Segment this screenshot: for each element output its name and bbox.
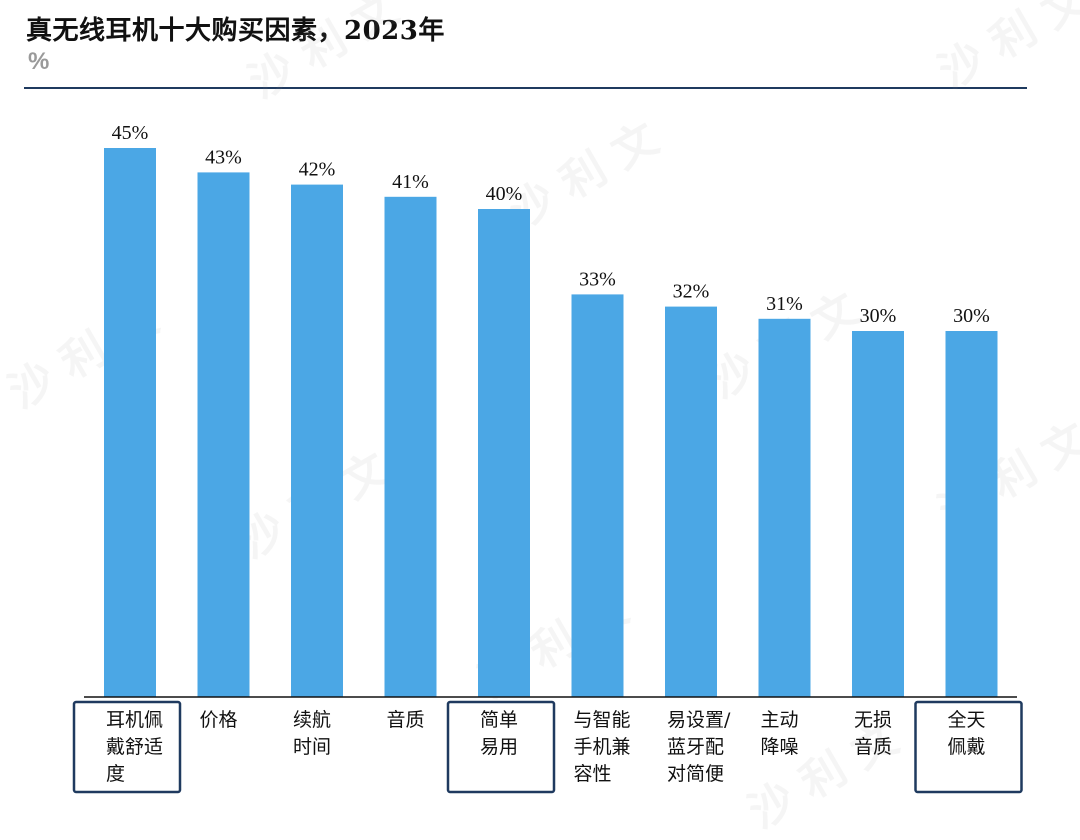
category-label-line: 蓝牙配 — [667, 736, 724, 758]
bar — [571, 294, 624, 697]
bar — [104, 148, 156, 697]
header-divider — [24, 87, 1027, 89]
category-label-line: 续航 — [293, 709, 331, 731]
category-label: 音质 — [387, 709, 425, 731]
bar — [852, 331, 904, 697]
category-label-line: 音质 — [387, 709, 425, 731]
category-label-line: 耳机佩 — [106, 709, 163, 731]
category-label-line: 主动 — [761, 709, 799, 731]
bar-value-label: 32% — [673, 281, 710, 303]
category-label-line: 无损 — [854, 709, 892, 731]
category-label-line: 对简便 — [667, 763, 724, 785]
bar-value-label: 30% — [953, 305, 990, 327]
category-label-line: 容性 — [574, 763, 612, 785]
category-label-line: 时间 — [293, 736, 331, 758]
category-label: 易设置/蓝牙配对简便 — [667, 709, 731, 785]
category-label: 全天佩戴 — [948, 709, 986, 758]
bar-value-label: 40% — [486, 183, 523, 205]
bar — [758, 318, 811, 697]
category-label-line: 全天 — [948, 709, 986, 731]
category-label-line: 价格 — [200, 709, 238, 731]
bar — [945, 331, 998, 697]
category-label-line: 与智能 — [574, 709, 631, 731]
category-label-line: 手机兼 — [574, 736, 631, 758]
category-label: 价格 — [200, 709, 238, 731]
category-label: 主动降噪 — [761, 709, 799, 758]
category-label-line: 降噪 — [761, 736, 799, 758]
bar-value-label: 41% — [392, 171, 429, 193]
bar — [665, 306, 717, 697]
category-label: 简单易用 — [480, 709, 518, 758]
bar-value-label: 43% — [205, 146, 242, 168]
bar — [291, 184, 343, 698]
category-label-line: 度 — [106, 763, 125, 785]
category-label-line: 简单 — [480, 709, 518, 731]
category-label-line: 音质 — [854, 736, 892, 758]
bar — [478, 209, 530, 697]
category-label: 续航时间 — [293, 709, 331, 758]
bar — [384, 196, 437, 698]
bar-value-label: 30% — [860, 305, 897, 327]
bar-value-label: 45% — [112, 122, 149, 144]
highlight-box — [72, 700, 182, 794]
bar-value-label: 31% — [766, 293, 803, 315]
bar-value-label: 33% — [579, 268, 616, 290]
category-label: 无损音质 — [854, 709, 892, 758]
category-label: 耳机佩戴舒适度 — [106, 709, 163, 785]
highlight-box — [446, 700, 556, 794]
bar — [197, 172, 250, 697]
unit-label: % — [28, 48, 50, 75]
category-label-line: 易用 — [480, 736, 518, 758]
category-label-line: 戴舒适 — [106, 736, 163, 758]
category-label-line: 易设置/ — [667, 709, 731, 731]
highlight-box — [914, 700, 1023, 794]
bar-chart: 45% 耳机佩戴舒适度 43% 价格 42% 续航时间 41% 音质 40% 简单易用 33% 与智能… — [72, 122, 1023, 794]
category-label: 与智能手机兼容性 — [574, 709, 631, 785]
bar-value-label: 42% — [299, 159, 336, 181]
chart-title: 真无线耳机十大购买因素，2023年 — [26, 16, 445, 46]
category-label-line: 佩戴 — [948, 736, 986, 758]
